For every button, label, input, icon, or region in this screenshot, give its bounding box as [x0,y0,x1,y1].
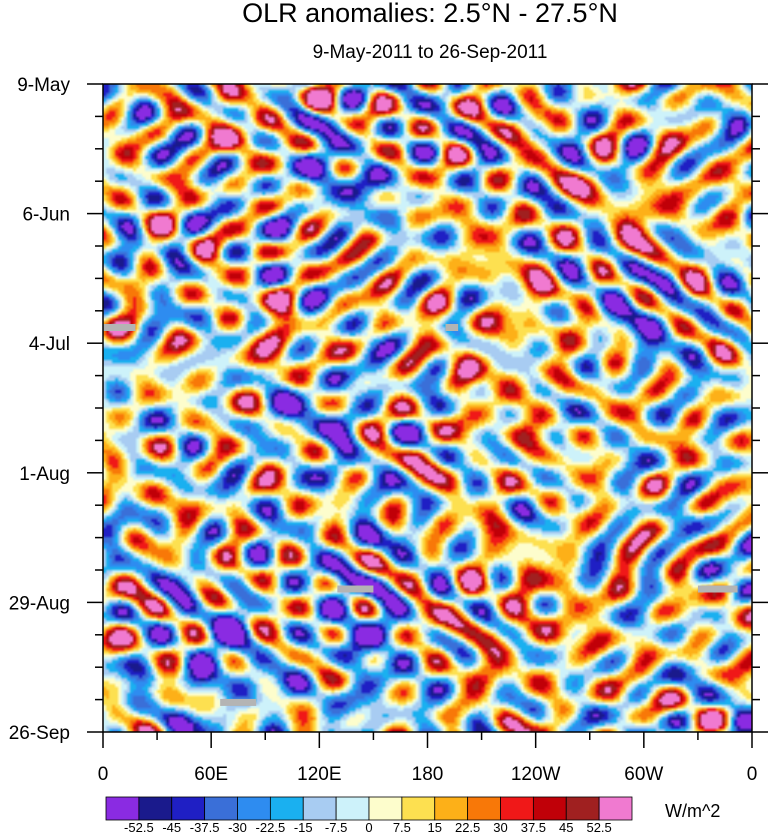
colorbar-swatch [335,796,370,821]
colorbar-label: -22.5 [256,820,286,834]
colorbar-label: -15 [294,820,313,834]
colorbar-label: -37.5 [190,820,220,834]
colorbar-swatch [565,796,600,821]
colorbar-label: -30 [228,820,247,834]
missing-data-patch [445,324,459,331]
colorbar-swatch [204,796,238,821]
x-tick-label: 60E [194,764,228,785]
y-axis [87,83,768,733]
colorbar-swatch [401,796,436,821]
chart-title: OLR anomalies: 2.5°N - 27.5°N [242,0,618,28]
x-tick-label: 120E [297,764,341,785]
colorbar-swatch [467,796,501,821]
y-tick-label: 6-Jun [22,205,70,226]
colorbar-label: 15 [428,820,442,834]
colorbar-swatch [532,796,567,821]
y-tick-labels: 9-May 6-Jun 4-Jul 1-Aug 29-Aug 26-Sep [9,75,71,744]
y-tick-label: 1-Aug [19,464,70,485]
colorbar-swatch [500,796,534,821]
missing-data-patch [697,585,738,593]
colorbar: -52.5 -45 -37.5 -30 -22.5 -15 -7.5 0 7.5 15 22.5 30… [105,796,633,834]
y-tick-label: 4-Jul [29,334,70,355]
y-tick-label: 9-May [17,75,70,96]
heatmap-field [103,84,752,732]
y-tick-label: 29-Aug [9,593,70,614]
x-axis [102,732,753,748]
colorbar-swatch [171,796,206,821]
colorbar-label: 52.5 [586,820,611,834]
colorbar-label: 37.5 [521,820,546,834]
colorbar-swatch [105,796,140,821]
chart-subtitle: 9-May-2011 to 26-Sep-2011 [313,42,548,63]
colorbar-swatch [237,796,271,821]
colorbar-label: -52.5 [124,820,154,834]
colorbar-label: 0 [365,820,372,834]
colorbar-swatch [138,796,173,821]
missing-data-patch [103,324,136,331]
missing-data-patches [103,324,738,706]
colorbar-swatch [368,796,403,821]
colorbar-label: -45 [162,820,181,834]
colorbar-label: 45 [559,820,573,834]
x-tick-label: 120W [511,764,561,785]
colorbar-label: 30 [493,820,507,834]
missing-data-patch [337,585,374,593]
colorbar-swatch [269,796,304,821]
x-tick-label: 0 [747,764,758,785]
colorbar-label: 22.5 [455,820,480,834]
colorbar-units: W/m^2 [665,801,720,821]
x-tick-label: 180 [412,764,444,785]
y-tick-label: 26-Sep [9,723,70,744]
x-tick-label: 0 [98,764,109,785]
colorbar-swatch [434,796,469,821]
x-tick-label: 60W [624,764,663,785]
colorbar-swatch [302,796,337,821]
plot-area [102,83,753,733]
colorbar-label: -7.5 [325,820,347,834]
missing-data-patch [220,698,257,706]
colorbar-swatch [598,796,633,821]
x-tick-labels: 0 60E 120E 180 120W 60W 0 [98,764,758,785]
colorbar-label: 7.5 [393,820,411,834]
